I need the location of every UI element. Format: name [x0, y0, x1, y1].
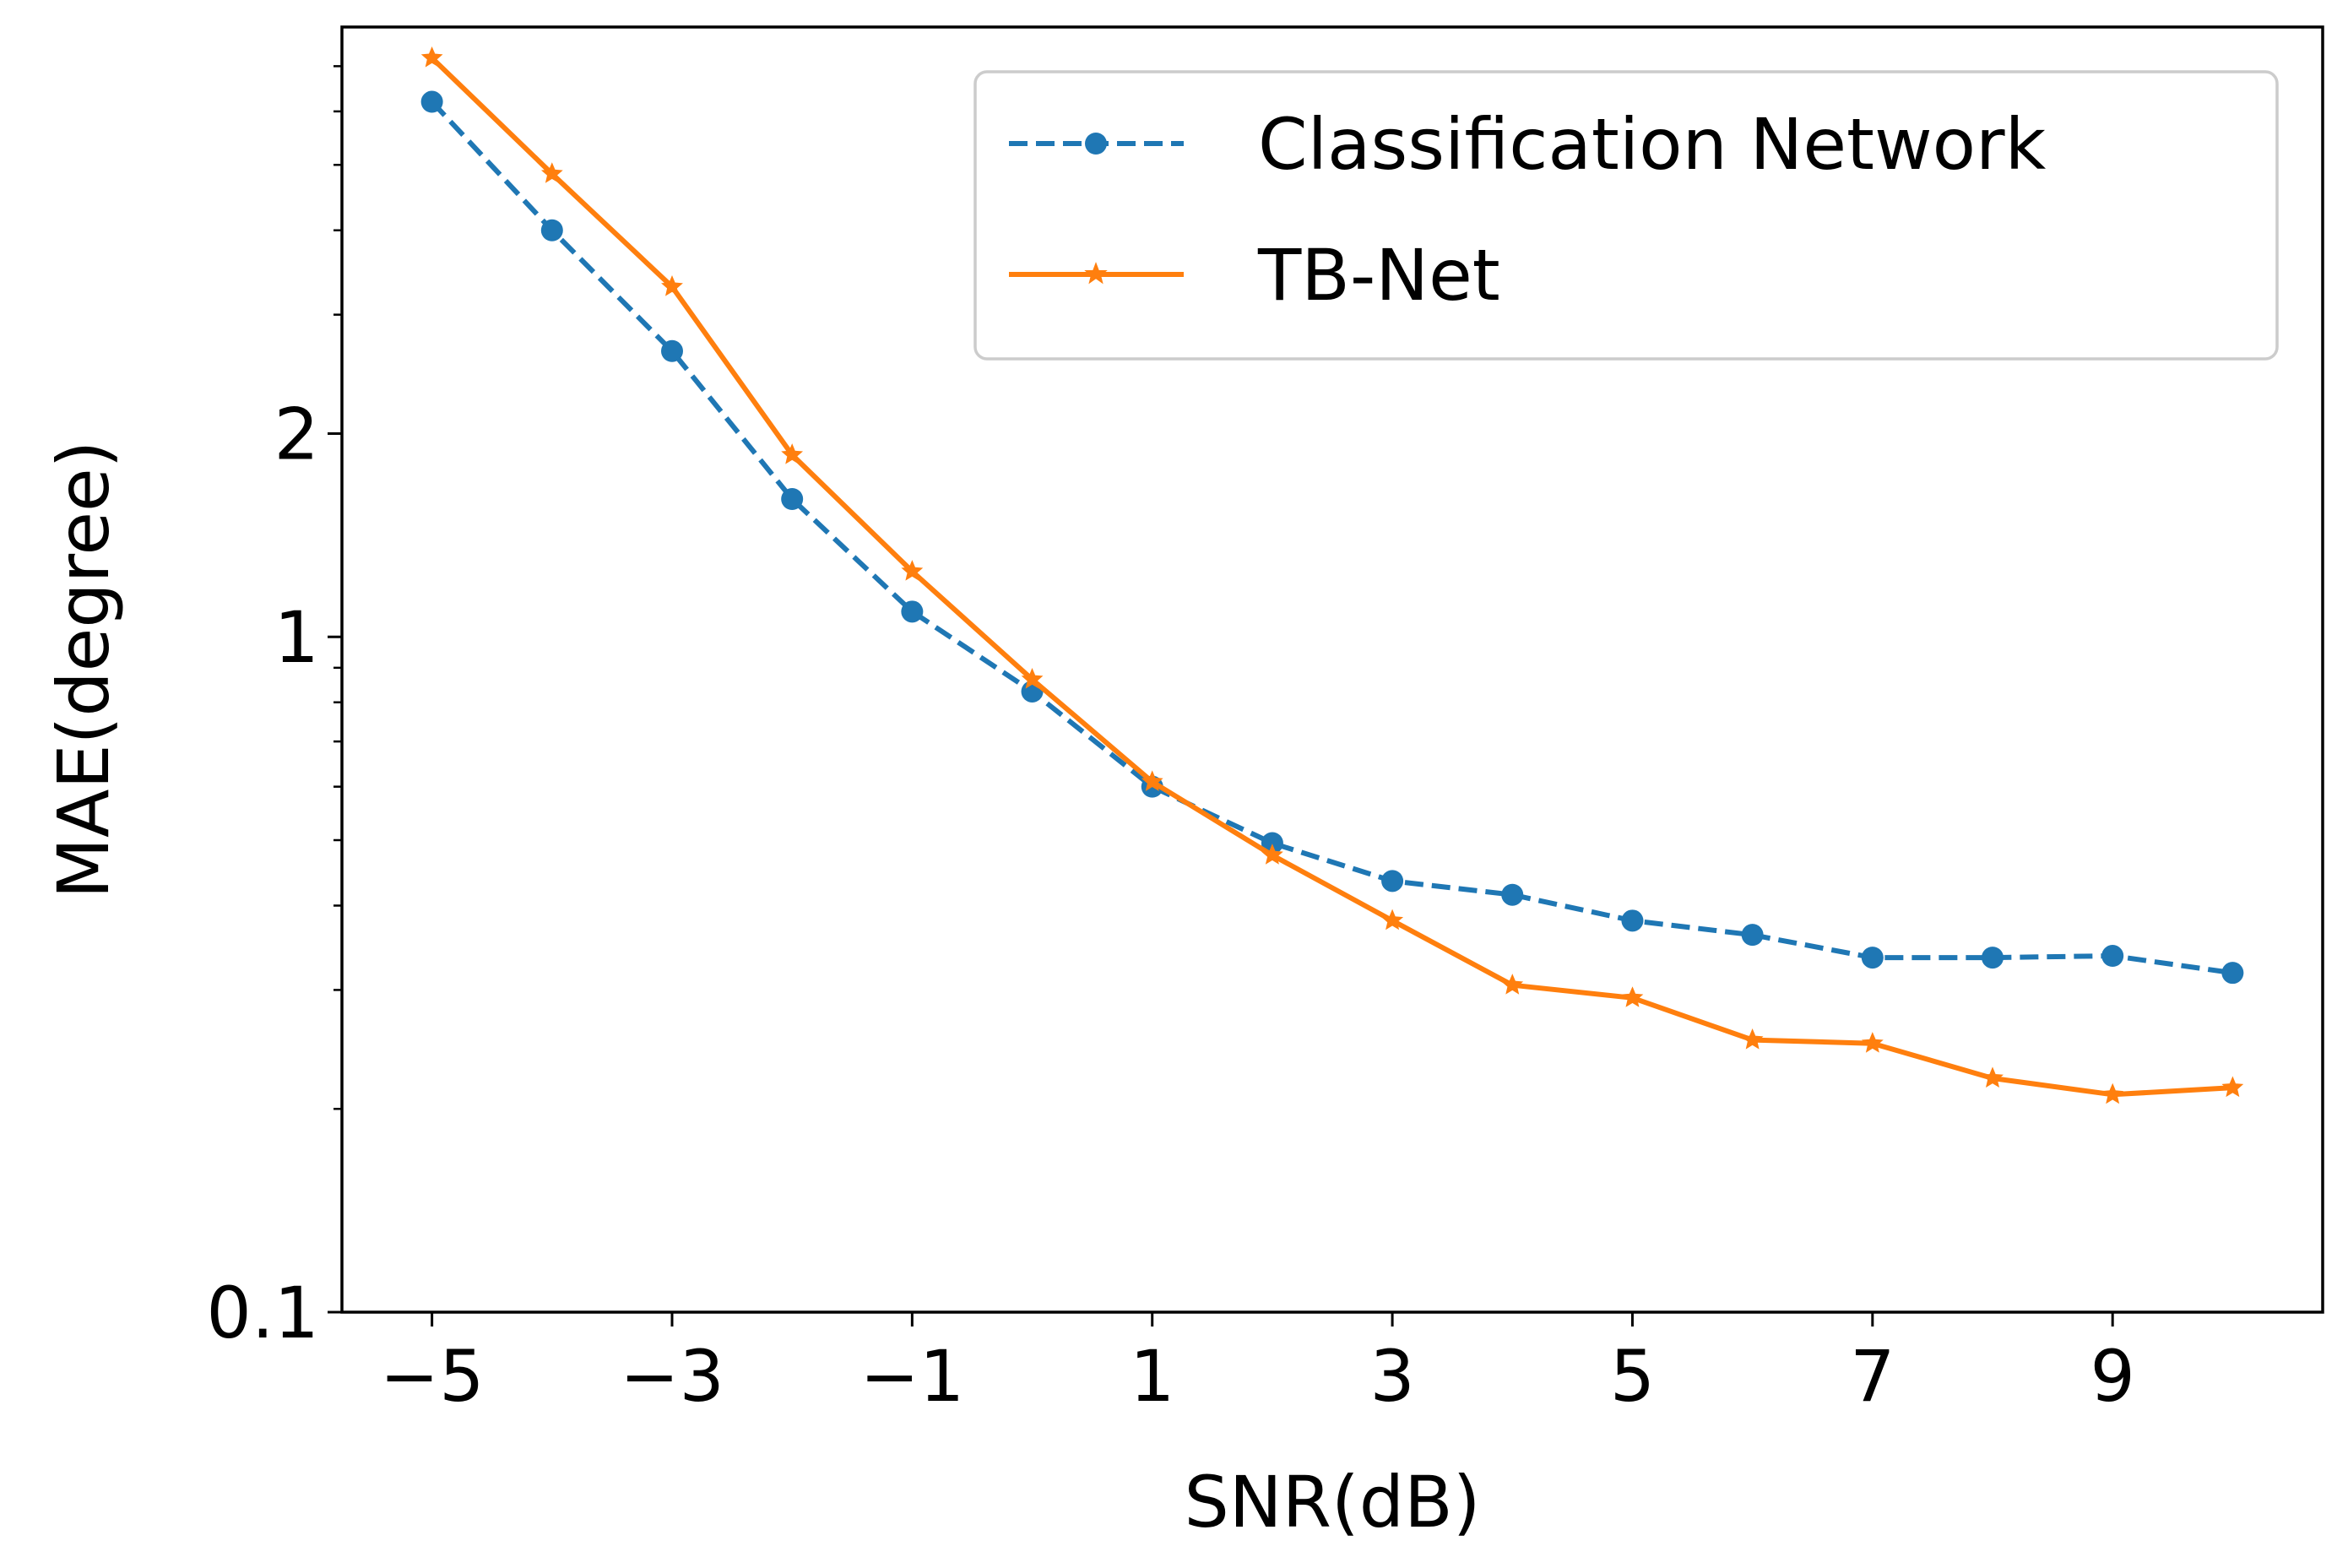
data-point-tb-net: [1501, 974, 1524, 995]
legend-label-classification-network: Classification Network: [1258, 103, 2047, 186]
data-point-tb-net: [1381, 909, 1404, 930]
data-point-classification-network: [1741, 924, 1764, 947]
data-point-tb-net: [781, 443, 804, 464]
data-point-tb-net: [901, 560, 924, 581]
x-axis-label: SNR(dB): [1184, 1461, 1480, 1544]
data-point-tb-net: [1982, 1066, 2004, 1088]
x-tick-label: 7: [1850, 1335, 1895, 1418]
legend-label-tb-net: TB-Net: [1257, 234, 1500, 317]
axes-frame: [340, 25, 2324, 1314]
x-tick-label: −5: [380, 1335, 485, 1418]
data-point-tb-net: [540, 162, 563, 183]
y-tick-label: 2: [274, 393, 319, 475]
y-tick-label: 0.1: [206, 1272, 319, 1354]
data-point-tb-net: [1621, 986, 1644, 1007]
series-line-classification-network: [430, 100, 2233, 976]
series-line-tb-net: [430, 56, 2233, 1098]
data-point-classification-network: [540, 219, 563, 241]
data-point-tb-net: [1261, 844, 1283, 865]
data-point-classification-network: [1501, 883, 1524, 906]
legend: Classification Network TB-Net: [973, 70, 2279, 361]
legend-marker-classification-network: [1085, 133, 1107, 155]
x-tick-label: 5: [1610, 1335, 1655, 1418]
data-point-classification-network: [2101, 945, 2124, 968]
x-tick-label: 1: [1130, 1335, 1174, 1418]
plot-area: [420, 46, 2244, 1104]
data-point-tb-net: [2101, 1082, 2124, 1104]
x-tick-label: −1: [859, 1335, 964, 1418]
y-tick-label: 1: [274, 596, 319, 679]
data-point-tb-net: [420, 46, 443, 68]
data-point-classification-network: [2221, 962, 2244, 985]
data-point-classification-network: [1261, 832, 1283, 855]
data-point-classification-network: [781, 488, 804, 511]
data-point-tb-net: [1741, 1028, 1764, 1050]
data-point-classification-network: [1861, 947, 1884, 969]
data-point-classification-network: [1381, 870, 1404, 893]
legend-box: [973, 70, 2279, 361]
axis-ticks: −5 −3 −1 1 3 5 7 9 0.1 1 2: [206, 65, 2135, 1418]
data-point-tb-net: [1141, 770, 1163, 791]
data-point-tb-net: [2221, 1076, 2244, 1098]
data-point-tb-net: [1021, 668, 1044, 689]
x-tick-label: 9: [2090, 1335, 2134, 1418]
x-tick-label: 3: [1369, 1335, 1414, 1418]
data-point-classification-network: [1982, 947, 2004, 969]
data-point-classification-network: [420, 90, 443, 113]
data-point-classification-network: [901, 600, 924, 623]
data-point-tb-net: [1861, 1032, 1884, 1053]
x-tick-label: −3: [620, 1335, 724, 1418]
data-point-tb-net: [661, 275, 683, 296]
y-axis-label: MAE(degree): [42, 441, 125, 899]
legend-marker-tb-net: [1084, 262, 1108, 285]
data-point-classification-network: [661, 339, 683, 362]
data-point-classification-network: [1621, 909, 1644, 932]
